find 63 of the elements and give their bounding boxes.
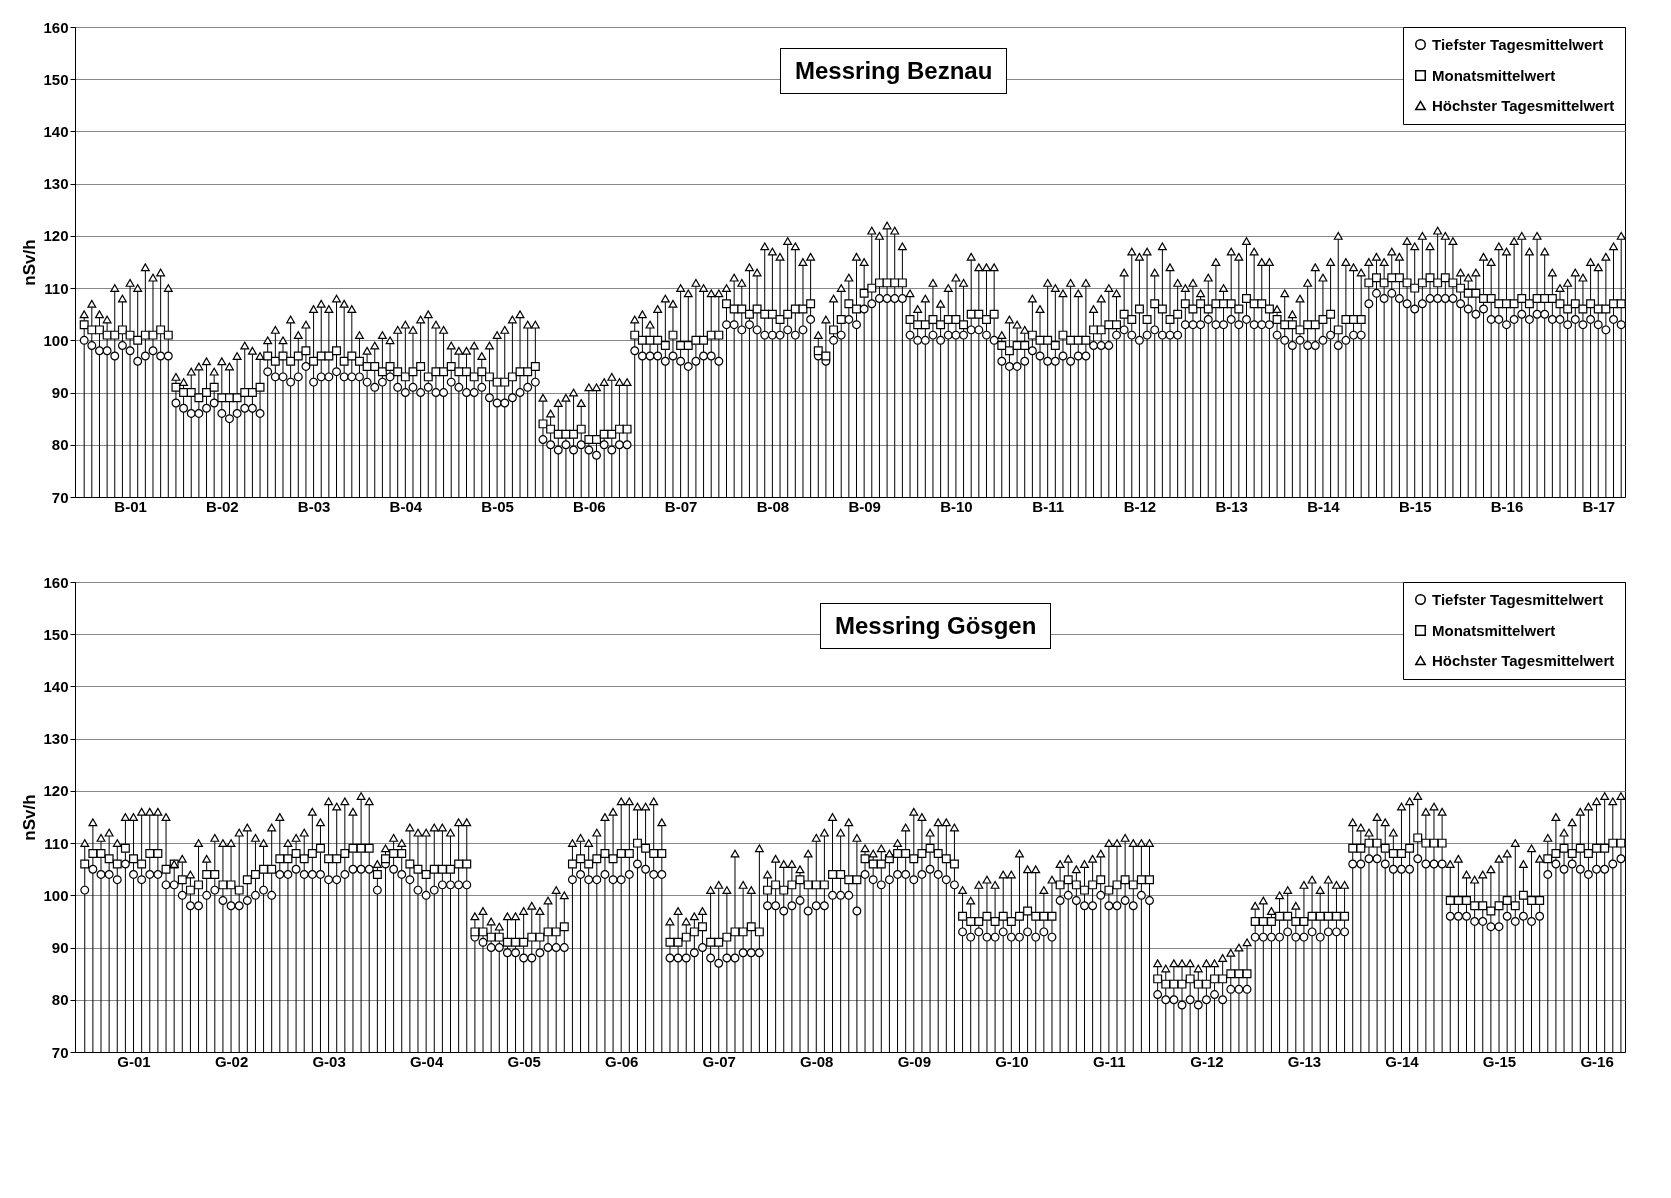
x-tick-label: G-15 (1482, 1052, 1517, 1070)
x-tick-label: G-03 (312, 1052, 346, 1070)
x-tick-label: G-06 (605, 1052, 639, 1070)
y-tick-label: 160 (43, 18, 69, 36)
y-tick-label: 80 (51, 436, 69, 454)
y-tick-label: 100 (43, 886, 69, 904)
y-tick-label: 70 (51, 488, 69, 506)
text: Messring Gösgen (820, 603, 1052, 649)
x-tick-label: B-09 (848, 497, 881, 515)
y-tick-label: 110 (44, 834, 69, 852)
x-tick-label: G-08 (800, 1052, 834, 1070)
y-tick-label: 120 (43, 782, 69, 800)
x-tick-label: B-01 (114, 497, 147, 515)
x-tick-label: G-07 (702, 1052, 736, 1070)
y-tick-label: 140 (43, 122, 69, 140)
y-tick-label: 100 (43, 331, 69, 349)
y-tick-label: 120 (43, 227, 69, 245)
y-axis-title: nSv/h (20, 794, 40, 841)
legend-label: Höchster Tagesmittelwert (1432, 96, 1615, 114)
y-tick-label: 80 (51, 991, 69, 1009)
y-tick-label: 90 (51, 384, 69, 402)
x-tick-label: G-02 (214, 1052, 249, 1070)
y-tick-label: 90 (51, 939, 69, 957)
x-tick-label: B-12 (1123, 497, 1157, 515)
x-tick-label: G-11 (1093, 1052, 1126, 1070)
legend-label: Monatsmittelwert (1432, 66, 1556, 84)
y-tick-label: 130 (43, 730, 69, 748)
x-tick-label: B-15 (1398, 497, 1432, 515)
text: Messring Beznau (780, 48, 1008, 94)
legend-label: Tiefster Tagesmittelwert (1432, 35, 1604, 53)
legend-label: Tiefster Tagesmittelwert (1432, 590, 1604, 608)
x-tick-label: B-05 (481, 497, 514, 515)
x-tick-label: B-13 (1215, 497, 1248, 515)
x-tick-label: G-14 (1385, 1052, 1420, 1070)
y-tick-label: 150 (43, 70, 69, 88)
y-tick-label: 150 (43, 625, 69, 643)
x-tick-label: B-02 (206, 497, 239, 515)
x-tick-label: G-13 (1287, 1052, 1322, 1070)
y-tick-label: 130 (43, 175, 69, 193)
x-tick-label: G-01 (117, 1052, 151, 1070)
x-tick-label: B-08 (756, 497, 790, 515)
y-tick-label: 140 (43, 677, 69, 695)
x-tick-label: B-10 (940, 497, 973, 515)
x-tick-label: B-14 (1307, 497, 1341, 515)
x-tick-label: G-12 (1190, 1052, 1224, 1070)
x-tick-label: B-17 (1582, 497, 1615, 515)
x-tick-label: G-04 (409, 1052, 444, 1070)
x-tick-label: B-04 (389, 497, 423, 515)
y-tick-label: 110 (44, 279, 69, 297)
y-axis-title: nSv/h (20, 239, 40, 286)
x-tick-label: B-07 (664, 497, 698, 515)
legend-label: Höchster Tagesmittelwert (1432, 651, 1615, 669)
x-tick-label: B-16 (1490, 497, 1524, 515)
y-tick-label: 70 (51, 1043, 69, 1061)
legend-label: Monatsmittelwert (1432, 621, 1556, 639)
x-tick-label: G-05 (507, 1052, 541, 1070)
x-tick-label: B-03 (297, 497, 331, 515)
x-tick-label: G-10 (995, 1052, 1029, 1070)
x-tick-label: B-06 (573, 497, 606, 515)
x-tick-label: B-11 (1032, 497, 1065, 515)
y-tick-label: 160 (43, 573, 69, 591)
x-tick-label: G-16 (1580, 1052, 1614, 1070)
x-tick-label: G-09 (897, 1052, 931, 1070)
